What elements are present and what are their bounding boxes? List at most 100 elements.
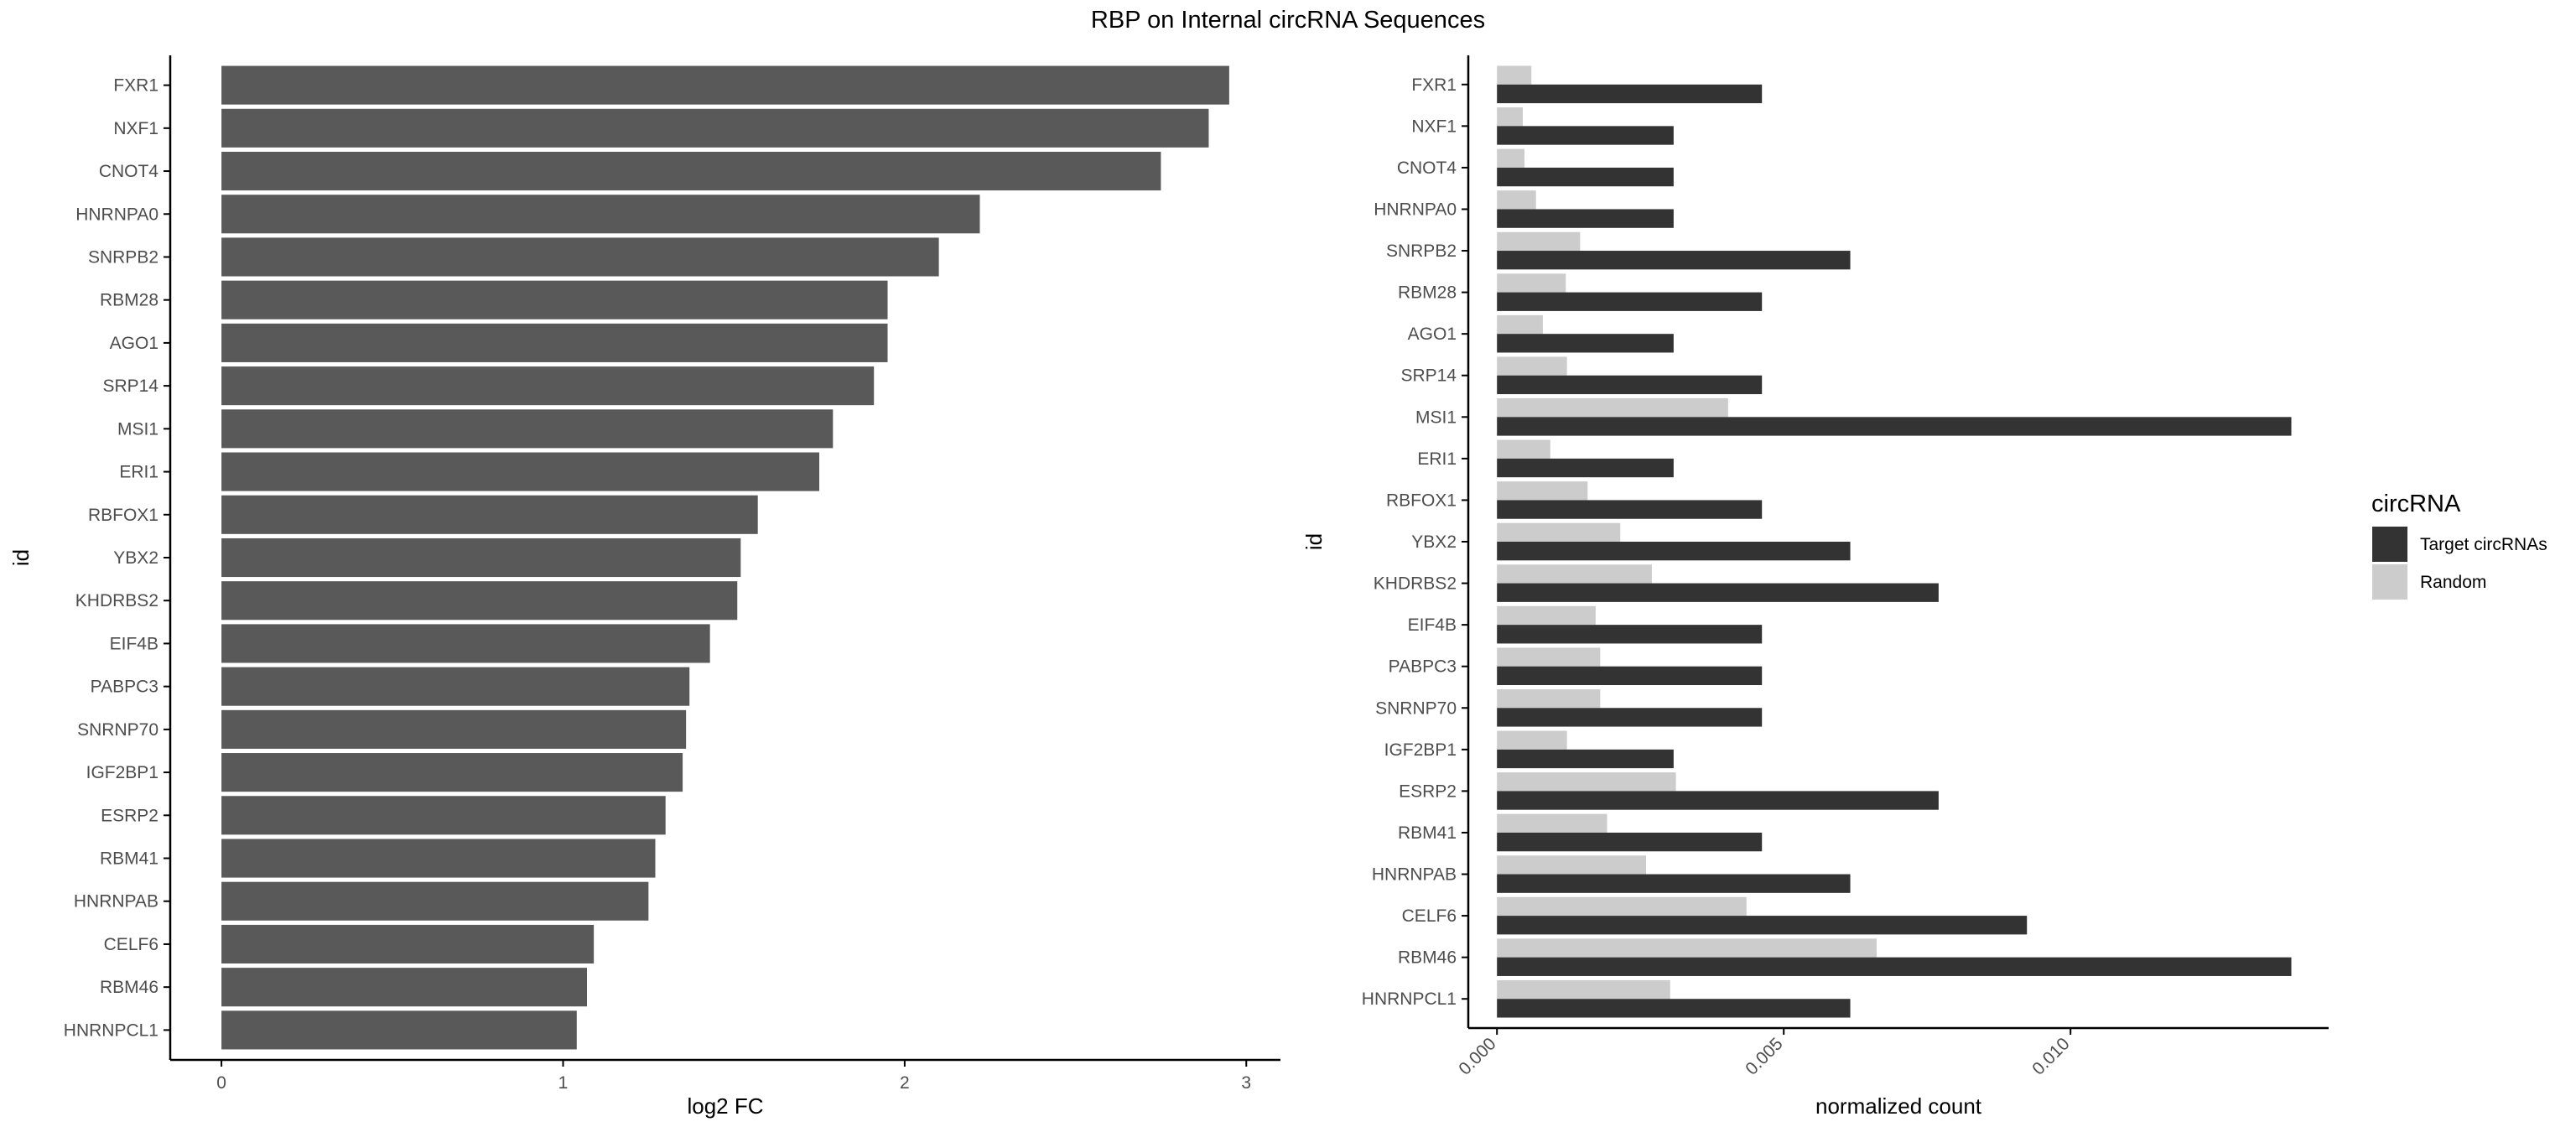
bar-random-ago1 <box>1497 314 1543 335</box>
y-tick-label-ago1: AGO1 <box>1408 325 1457 344</box>
y-tick-label-hnrnpcl1: HNRNPCL1 <box>64 1021 158 1040</box>
bar-random-rbm46 <box>1497 938 1877 958</box>
bar-random-snrnp70 <box>1497 688 1601 709</box>
bar-target-ago1 <box>1497 334 1674 353</box>
bar-target-pabpc3 <box>1497 666 1763 685</box>
legend-key-random <box>2372 564 2407 600</box>
legend-item-random: Random <box>2372 564 2486 600</box>
y-tick-label-hnrnpa0: HNRNPA0 <box>1374 200 1457 219</box>
y-tick-label-rbfox1: RBFOX1 <box>1386 491 1457 510</box>
y-tick-label-rbm28: RBM28 <box>1398 283 1457 303</box>
y-tick-label-ago1: AGO1 <box>110 334 158 353</box>
x-tick-label-2: 2 <box>900 1073 910 1093</box>
y-tick-label-khdrbs2: KHDRBS2 <box>75 591 158 610</box>
x-axis-title: log2 FC <box>687 1093 763 1119</box>
bar-snrnp70 <box>221 709 687 749</box>
y-tick-label-snrpb2: SNRPB2 <box>88 247 158 267</box>
legend-label-target: Target circRNAs <box>2420 535 2547 554</box>
bar-target-celf6 <box>1497 916 2028 935</box>
y-tick-label-rbm28: RBM28 <box>100 291 158 310</box>
y-tick-label-pabpc3: PABPC3 <box>91 678 158 697</box>
bar-random-hnrnpa0 <box>1497 190 1536 210</box>
bar-target-msi1 <box>1497 417 2292 436</box>
x-tick-label-2: 0.010 <box>2028 1034 2073 1078</box>
y-tick-label-esrp2: ESRP2 <box>1399 782 1457 801</box>
y-tick-label-snrpb2: SNRPB2 <box>1386 242 1457 261</box>
y-tick-label-esrp2: ESRP2 <box>101 806 158 825</box>
normalized-count-bar-chart: FXR1 NXF1 CNOT4 HNRNPA0 SNRPB2 RBM28 AGO1 SRP14… <box>1301 55 2329 1119</box>
y-tick-label-ybx2: YBX2 <box>1411 532 1457 552</box>
y-tick-label-hnrnpab: HNRNPAB <box>1372 865 1457 885</box>
y-tick-label-hnrnpab: HNRNPAB <box>74 892 158 911</box>
y-tick-label-rbm41: RBM41 <box>1398 823 1457 843</box>
y-tick-label-nxf1: NXF1 <box>1411 117 1457 136</box>
x-tick-label-3: 3 <box>1241 1073 1251 1093</box>
bar-target-cnot4 <box>1497 167 1674 187</box>
bar-random-snrpb2 <box>1497 231 1581 252</box>
y-tick-label-eri1: ERI1 <box>1417 449 1457 469</box>
y-tick-label-snrnp70: SNRNP70 <box>1375 699 1457 718</box>
bar-rbfox1 <box>221 495 758 534</box>
y-tick-label-rbfox1: RBFOX1 <box>88 506 158 525</box>
y-tick-label-fxr1: FXR1 <box>1411 75 1457 95</box>
bar-target-snrpb2 <box>1497 251 1851 270</box>
bar-target-hnrnpcl1 <box>1497 999 1851 1018</box>
bar-target-hnrnpa0 <box>1497 209 1674 228</box>
bar-random-hnrnpab <box>1497 855 1647 875</box>
bar-random-nxf1 <box>1497 107 1523 127</box>
bar-target-rbm46 <box>1497 957 2292 976</box>
y-tick-label-fxr1: FXR1 <box>113 76 158 96</box>
bar-random-eif4b <box>1497 605 1596 626</box>
y-tick-label-hnrnpa0: HNRNPA0 <box>75 205 158 224</box>
y-tick-label-snrnp70: SNRNP70 <box>77 720 158 740</box>
y-tick-label-khdrbs2: KHDRBS2 <box>1374 574 1457 594</box>
bar-random-msi1 <box>1497 398 1728 418</box>
y-tick-label-cnot4: CNOT4 <box>99 162 158 181</box>
bar-rbm41 <box>221 839 656 878</box>
y-tick-label-rbm41: RBM41 <box>100 849 158 869</box>
bar-random-rbfox1 <box>1497 481 1588 501</box>
bar-nxf1 <box>221 108 1209 148</box>
bar-hnrnpab <box>221 881 649 921</box>
log2fc-bar-chart: FXR1 NXF1 CNOT4 HNRNPA0 SNRPB2 RBM28 AGO1 SRP14… <box>8 55 1280 1119</box>
x-tick-label-0: 0.000 <box>1455 1034 1499 1078</box>
bar-random-fxr1 <box>1497 65 1532 85</box>
x-tick-label-0: 0 <box>216 1073 226 1093</box>
bar-fxr1 <box>221 65 1229 105</box>
bar-eif4b <box>221 624 710 663</box>
bar-snrpb2 <box>221 237 939 277</box>
bar-igf2bp1 <box>221 753 683 792</box>
legend: circRNA Target circRNAs Random <box>2371 491 2547 600</box>
y-tick-label-igf2bp1: IGF2BP1 <box>86 763 158 782</box>
y-tick-label-hnrnpcl1: HNRNPCL1 <box>1362 989 1457 1009</box>
y-tick-label-rbm46: RBM46 <box>1398 948 1457 968</box>
y-tick-label-pabpc3: PABPC3 <box>1389 657 1457 677</box>
y-tick-label-msi1: MSI1 <box>117 419 158 439</box>
bar-random-srp14 <box>1497 356 1567 376</box>
bar-target-khdrbs2 <box>1497 583 1939 602</box>
x-tick-label-1: 0.005 <box>1742 1034 1786 1078</box>
bar-target-fxr1 <box>1497 84 1763 104</box>
legend-title: circRNA <box>2371 491 2461 517</box>
x-tick-label-1: 1 <box>558 1073 569 1093</box>
bar-ago1 <box>221 323 888 362</box>
bar-esrp2 <box>221 796 666 835</box>
x-axis-title: normalized count <box>1815 1093 1982 1119</box>
y-tick-label-rbm46: RBM46 <box>100 978 158 997</box>
legend-item-target: Target circRNAs <box>2372 527 2547 562</box>
legend-key-target <box>2372 527 2407 562</box>
bar-target-eif4b <box>1497 625 1763 644</box>
bar-rbm28 <box>221 280 888 319</box>
bar-target-rbm28 <box>1497 292 1763 311</box>
bar-target-igf2bp1 <box>1497 749 1674 769</box>
bar-rbm46 <box>221 968 588 1007</box>
bar-random-eri1 <box>1497 439 1550 459</box>
y-tick-label-igf2bp1: IGF2BP1 <box>1384 740 1457 760</box>
y-tick-label-ybx2: YBX2 <box>113 548 158 568</box>
bar-ybx2 <box>221 538 741 578</box>
bar-target-ybx2 <box>1497 542 1851 561</box>
y-tick-label-eif4b: EIF4B <box>1408 615 1457 635</box>
bar-random-cnot4 <box>1497 148 1525 168</box>
y-axis-title: id <box>1301 533 1327 550</box>
